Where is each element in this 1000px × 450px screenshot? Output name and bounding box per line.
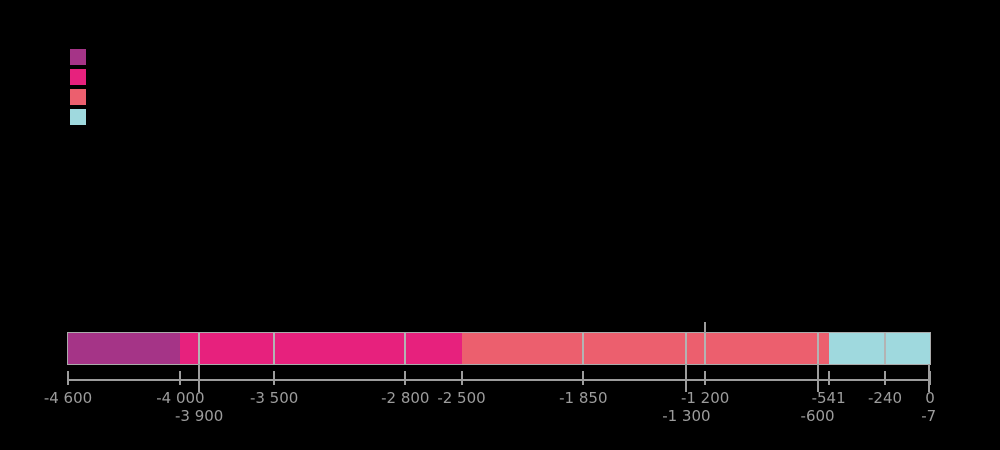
x-axis-label--1200: -1 200 — [680, 389, 730, 407]
legend-swatch-1 — [70, 49, 86, 65]
x-axis-label--4000: -4 000 — [156, 389, 205, 407]
bar-divider--2800 — [404, 333, 407, 364]
x-axis-label--541: -541 — [811, 389, 846, 407]
x-axis-tick--4000 — [179, 371, 182, 385]
bar-divider--3500 — [273, 333, 276, 364]
x-axis-tick--4600 — [67, 371, 69, 385]
x-axis-label--2500: -2 500 — [437, 389, 486, 407]
x-axis-label-0: 0 — [925, 389, 935, 407]
legend-swatch-3 — [70, 89, 86, 105]
bar-divider--3900 — [198, 333, 201, 364]
x-axis-tick-0 — [929, 371, 931, 385]
x-axis-label--1850: -1 850 — [559, 389, 608, 407]
x-axis-label--7: -7 — [921, 407, 937, 425]
marker-line — [704, 322, 707, 333]
x-axis-tick--3500 — [273, 371, 276, 385]
x-axis-tick--1850 — [582, 371, 585, 385]
x-axis-label--600: -600 — [800, 407, 835, 425]
bar-divider--1200 — [704, 333, 707, 364]
x-axis-tick--541 — [827, 371, 830, 385]
x-axis-tick--3900 — [198, 364, 201, 392]
bar-divider--600 — [816, 333, 819, 364]
bar-divider--1850 — [582, 333, 585, 364]
legend-swatch-4 — [70, 109, 86, 125]
x-axis-label--2800: -2 800 — [381, 389, 430, 407]
bar-divider--1300 — [685, 333, 688, 364]
x-axis-label--4600: -4 600 — [43, 389, 93, 407]
x-axis-line — [68, 379, 930, 381]
x-axis-tick--1200 — [704, 371, 707, 385]
x-axis-tick--240 — [884, 371, 887, 385]
bar-segment-4 — [828, 333, 930, 364]
x-axis-tick--2800 — [404, 371, 407, 385]
x-axis-label--3500: -3 500 — [249, 389, 299, 407]
x-axis-tick--600 — [816, 364, 819, 392]
x-axis-label--240: -240 — [867, 389, 903, 407]
x-axis-label--1300: -1 300 — [662, 407, 711, 425]
x-axis-tick--1300 — [685, 364, 688, 392]
bar-divider--240 — [884, 333, 887, 364]
timeline-bar — [67, 332, 931, 365]
x-axis-tick--2500 — [460, 371, 463, 385]
x-axis-tick--7 — [927, 364, 930, 392]
bar-segment-2 — [180, 333, 462, 364]
x-axis-label--3900: -3 900 — [174, 407, 224, 425]
bar-segment-3 — [461, 333, 829, 364]
bar-segment-1 — [68, 333, 181, 364]
legend-swatch-2 — [70, 69, 86, 85]
